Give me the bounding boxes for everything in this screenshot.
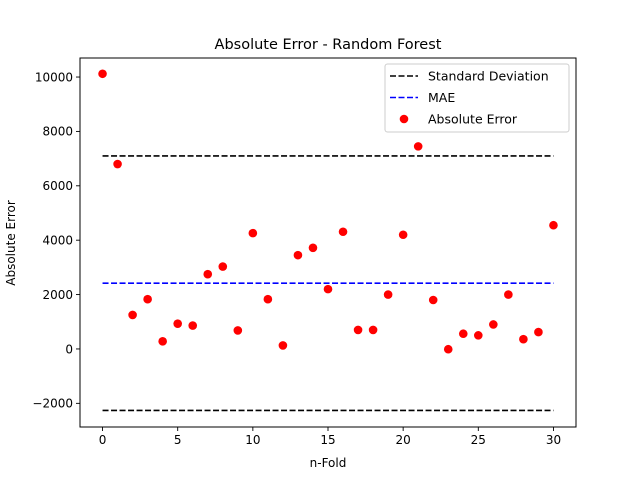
- x-tick-label: 25: [471, 433, 486, 447]
- y-tick-label: 8000: [42, 125, 73, 139]
- data-point-15: [323, 284, 333, 294]
- data-point-28: [519, 334, 528, 344]
- legend: Standard Deviation MAE Absolute Error: [384, 63, 570, 133]
- legend-label-2: Absolute Error: [428, 112, 518, 127]
- legend-label-0: Standard Deviation: [428, 69, 549, 84]
- y-tick-label: −2000: [32, 397, 73, 411]
- data-point-27: [504, 290, 513, 299]
- y-tick-label: 0: [65, 342, 73, 356]
- data-point-30: [549, 220, 558, 230]
- chart-title: Absolute Error - Random Forest: [215, 37, 442, 53]
- data-point-7: [203, 269, 213, 279]
- x-tick-label: 20: [396, 433, 411, 447]
- data-point-12: [278, 341, 288, 350]
- data-point-9: [233, 326, 243, 335]
- x-tick-label: 15: [320, 433, 335, 447]
- data-point-17: [353, 325, 363, 335]
- data-point-22: [428, 295, 438, 305]
- data-point-1: [113, 159, 122, 169]
- data-point-29: [534, 327, 543, 337]
- data-point-5: [173, 319, 182, 328]
- y-tick-label: 6000: [42, 179, 73, 193]
- data-point-6: [188, 321, 198, 330]
- legend-swatch-2: [399, 114, 409, 124]
- x-tick-label: 10: [245, 433, 260, 447]
- data-point-19: [383, 290, 393, 299]
- data-point-24: [458, 329, 468, 339]
- data-point-18: [368, 325, 378, 335]
- data-point-11: [263, 294, 273, 304]
- data-point-23: [443, 344, 453, 354]
- y-tick-label: 2000: [42, 288, 73, 302]
- y-axis: −2000 0 2000 4000 6000 8000 10000: [32, 70, 80, 411]
- data-point-21: [413, 142, 423, 151]
- data-point-26: [489, 320, 498, 329]
- data-point-0: [98, 69, 107, 79]
- x-axis: 0 5 10 15 20 25 30: [99, 427, 561, 447]
- data-point-16: [338, 227, 348, 237]
- data-point-3: [143, 294, 152, 304]
- data-point-25: [474, 331, 483, 340]
- x-axis-label: n-Fold: [310, 456, 347, 470]
- x-tick-label: 5: [174, 433, 182, 447]
- data-point-4: [158, 337, 167, 346]
- data-point-8: [218, 262, 228, 271]
- x-tick-label: 30: [546, 433, 561, 447]
- data-point-20: [398, 230, 408, 240]
- y-axis-label: Absolute Error: [4, 200, 18, 286]
- x-tick-label: 0: [99, 433, 107, 447]
- data-point-2: [128, 310, 137, 320]
- legend-label-1: MAE: [428, 90, 455, 105]
- plot-marks: [98, 69, 558, 412]
- data-point-14: [308, 243, 318, 253]
- y-tick-label: 10000: [35, 70, 73, 84]
- data-point-13: [293, 250, 303, 260]
- legend-box: [384, 63, 570, 133]
- y-tick-label: 4000: [42, 233, 73, 247]
- data-point-10: [248, 228, 258, 238]
